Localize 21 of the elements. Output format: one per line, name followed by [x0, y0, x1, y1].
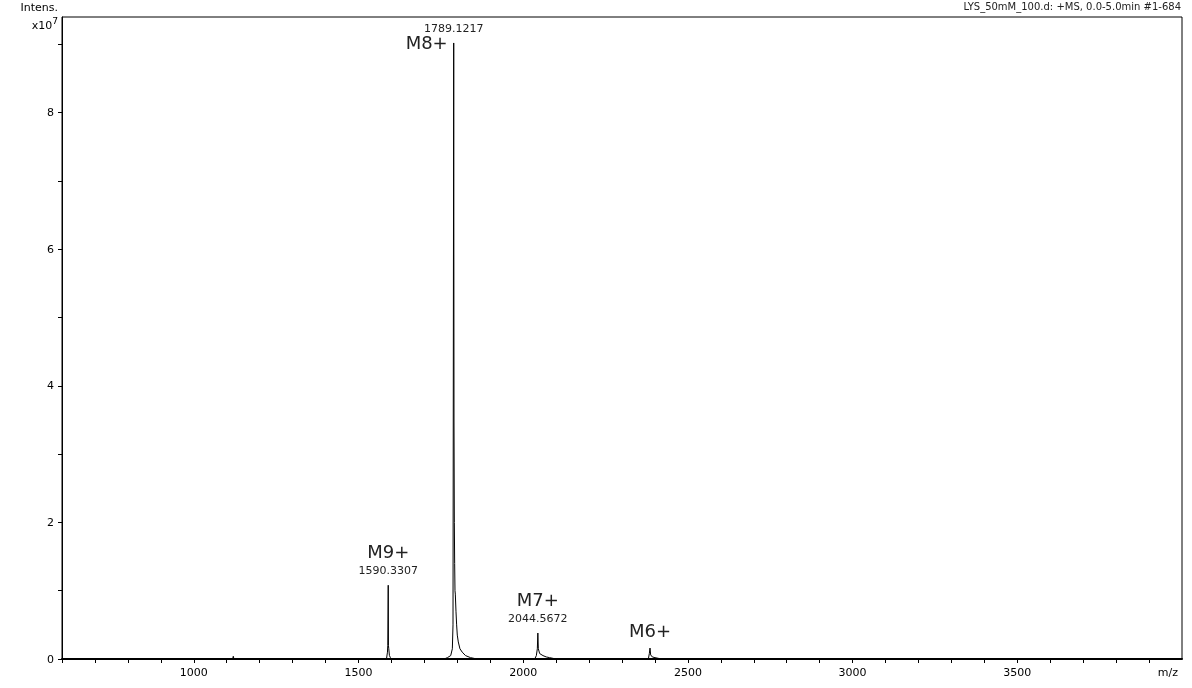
x-tick-label: 3000 — [838, 666, 867, 679]
annotation: M6+ — [628, 619, 672, 641]
annotation: 1789.1217 — [423, 21, 484, 35]
y-tick-label: 4 — [47, 379, 54, 393]
x-tick-label: 2000 — [509, 666, 538, 679]
y-tick-label: 8 — [47, 106, 54, 120]
annotation: M9+ — [367, 540, 410, 562]
x-axis-title: m/z — [1157, 666, 1179, 679]
y-axis-title: Intens. x10$^{7}$ — [19, 1, 58, 32]
y-tick-label: 2 — [47, 515, 54, 529]
x-tick-label: 1500 — [344, 666, 373, 679]
x-tick-label: 2500 — [673, 666, 702, 679]
y-tick-label: 6 — [47, 242, 54, 256]
y-tick-label: 0 — [47, 652, 54, 666]
annotation: M7+ — [516, 588, 559, 610]
x-tick-label: 1000 — [179, 666, 208, 679]
annotation: M8+ — [405, 32, 448, 54]
x-tick-label: 3500 — [1003, 666, 1032, 679]
annotation: 2044.5672 — [508, 612, 568, 626]
chart-title: LYS_50mM_100.d: +MS, 0.0-5.0min #1-684 — [963, 0, 1182, 13]
annotation: 1590.3307 — [358, 564, 418, 578]
